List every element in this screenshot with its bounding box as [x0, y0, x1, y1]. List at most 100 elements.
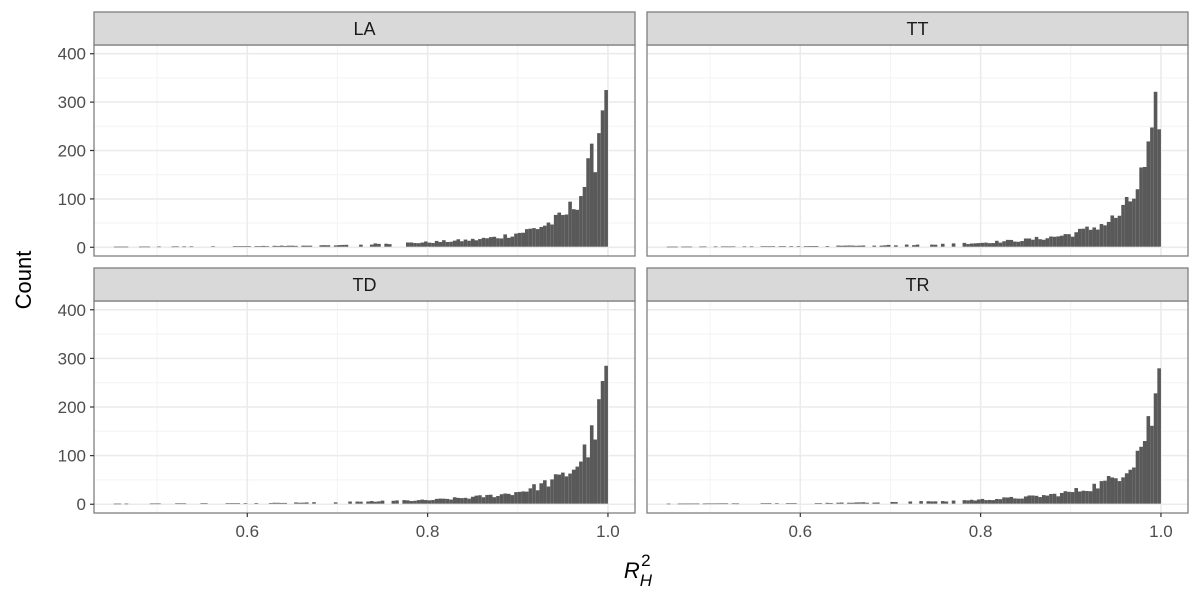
histogram-bar [514, 233, 518, 247]
facet-panel-tt: TT [646, 11, 1189, 257]
histogram-bar [543, 480, 547, 504]
histogram-bar [236, 503, 241, 504]
histogram-bar [449, 499, 453, 504]
histogram-bar [940, 243, 945, 247]
histogram-bar [268, 503, 273, 504]
histogram-bar [688, 503, 693, 505]
histogram-bar [1002, 241, 1006, 247]
histogram-bar [283, 245, 287, 247]
histogram-bar [850, 502, 855, 504]
histogram-bar [175, 246, 179, 248]
histogram-bar [272, 502, 277, 504]
histogram-bar [681, 246, 685, 248]
histogram-bar [731, 246, 736, 248]
x-tick-label: 0.6 [235, 522, 259, 541]
histogram-bar [359, 501, 363, 504]
histogram-bar [940, 501, 945, 504]
histogram-bar [456, 239, 461, 247]
histogram-bar [139, 246, 143, 248]
histogram-bar [424, 500, 428, 504]
histogram-bar [532, 228, 536, 247]
histogram-bar [149, 503, 154, 505]
histogram-bar [825, 246, 830, 247]
histogram-bar [1096, 229, 1100, 247]
histogram-bar [485, 494, 489, 504]
histogram-bar [582, 186, 587, 247]
histogram-bar [998, 499, 1003, 504]
histogram-bar [1146, 416, 1151, 504]
histogram-bar [872, 245, 877, 247]
histogram-bar [467, 498, 471, 504]
histogram-bar [1009, 239, 1014, 247]
histogram-bar [966, 500, 970, 504]
histogram-bar [460, 498, 464, 504]
histogram-bar [951, 500, 956, 504]
histogram-bar [684, 503, 689, 505]
histogram-bar [731, 503, 736, 505]
histogram-bar [171, 246, 176, 248]
histogram-bar [420, 499, 425, 504]
histogram-bar [674, 246, 678, 248]
histogram-bar [1139, 446, 1143, 504]
histogram-bar [1038, 497, 1042, 504]
histogram-bar [564, 214, 569, 247]
histogram-bar [543, 225, 547, 247]
histogram-bar [933, 501, 938, 504]
histogram-bar [550, 224, 554, 247]
facet-strip [93, 267, 636, 302]
histogram-bar [930, 244, 934, 247]
histogram-bar [333, 245, 338, 247]
histogram-bar [492, 497, 497, 504]
histogram-bar [767, 246, 772, 248]
histogram-bar [1020, 498, 1024, 504]
histogram-bar [157, 246, 161, 248]
histogram-bar [261, 245, 266, 247]
histogram-bar [427, 500, 432, 504]
histogram-bar [503, 493, 507, 504]
histogram-bar [113, 246, 118, 248]
histogram-bar [1052, 236, 1057, 247]
histogram-bar [1013, 241, 1017, 247]
histogram-bar [857, 502, 862, 504]
histogram-bar [478, 495, 482, 504]
histogram-bar [702, 246, 707, 248]
histogram-bar [850, 245, 855, 247]
histogram-bar [1067, 491, 1071, 504]
histogram-bar [1096, 488, 1100, 504]
histogram-bar [977, 499, 981, 504]
histogram-bar [506, 237, 511, 247]
histogram-bar [553, 474, 558, 504]
facet-strip [646, 11, 1189, 46]
histogram-bar [836, 502, 840, 504]
histogram-bar [337, 245, 342, 247]
histogram-bar [1020, 241, 1024, 247]
histogram-bar [1074, 488, 1078, 504]
histogram-bar [692, 503, 696, 505]
histogram-bar [546, 486, 551, 504]
histogram-bar [1085, 491, 1089, 504]
histogram-bar [434, 240, 439, 247]
histogram-bar [431, 242, 435, 247]
histogram-bar [395, 500, 399, 504]
x-axis-title: RH2 [624, 551, 653, 590]
histogram-bar [438, 242, 443, 247]
histogram-bar [604, 365, 608, 504]
histogram-bar [232, 503, 237, 504]
histogram-bar [962, 500, 967, 504]
histogram-bar [764, 246, 768, 247]
histogram-bar [1016, 241, 1021, 247]
histogram-bar [666, 246, 671, 248]
histogram-bar [818, 503, 822, 504]
histogram-bar [517, 232, 522, 247]
histogram-bar [1041, 495, 1046, 504]
y-tick-label: 400 [58, 301, 86, 320]
histogram-bar [1124, 196, 1129, 247]
histogram-bar [427, 242, 432, 247]
histogram-bar [319, 245, 324, 247]
histogram-bar [681, 503, 685, 505]
histogram-bar [1106, 476, 1111, 504]
histogram-bar [1121, 477, 1125, 504]
y-tick-label: 400 [58, 45, 86, 64]
histogram-bar [514, 492, 518, 504]
histogram-bar [355, 501, 360, 504]
